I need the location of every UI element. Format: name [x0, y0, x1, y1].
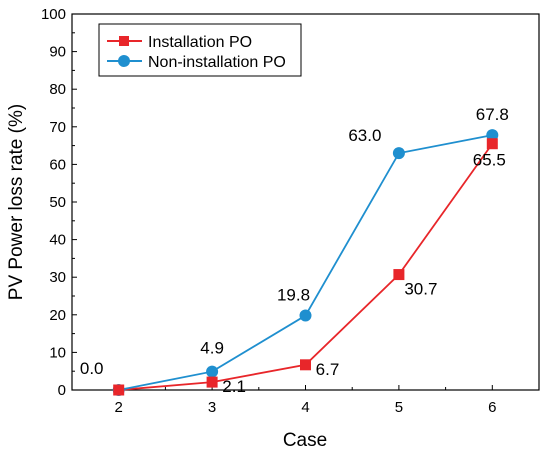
y-tick-label-70: 70	[49, 119, 66, 136]
x-tick-label-6: 6	[488, 399, 496, 416]
series-0-marker-4	[300, 359, 311, 371]
series-0-marker-5	[393, 269, 405, 281]
series-0-marker-6	[486, 138, 498, 150]
legend-marker-non-installation	[118, 55, 130, 67]
series-line-0	[118, 143, 494, 391]
y-tick-label-40: 40	[49, 232, 66, 249]
y-tick-label-20: 20	[49, 307, 66, 324]
y-tick-label-90: 90	[49, 44, 66, 61]
series-0-marker-2	[113, 384, 125, 396]
data-label-series-1-4: 19.8	[277, 286, 310, 305]
y-tick-label-0: 0	[58, 382, 66, 399]
x-tick-label-2: 2	[115, 399, 123, 416]
data-label-series-1-5: 63.0	[348, 126, 381, 145]
series-0-marker-3	[206, 376, 218, 388]
series-line-1	[118, 134, 493, 391]
y-tick-label-30: 30	[49, 269, 66, 286]
legend-label-non-installation: Non-installation PO	[148, 54, 286, 71]
legend: Installation PO Non-installation PO	[98, 23, 302, 77]
x-axis: 2 3 4 5 6	[115, 385, 496, 416]
legend-marker-installation	[119, 36, 129, 46]
y-tick-label-60: 60	[49, 156, 66, 173]
data-labels: 2.1 6.7 30.7 65.5 0.0 4.9 19.8 63.0 67.8	[80, 105, 509, 396]
y-tick-label-50: 50	[49, 194, 66, 211]
data-label-series-0-3: 2.1	[222, 377, 246, 396]
data-label-series-1-6: 67.8	[476, 105, 509, 124]
series-1-marker-4	[299, 309, 312, 322]
data-label-series-0-5: 30.7	[404, 280, 437, 299]
legend-box	[98, 23, 302, 77]
x-tick-label-3: 3	[208, 399, 216, 416]
data-label-series-0-6: 65.5	[473, 151, 506, 170]
x-axis-title: Case	[283, 430, 327, 451]
series-1-marker-6	[486, 129, 499, 142]
data-label-series-1-3: 4.9	[200, 339, 224, 358]
x-tick-label-4: 4	[301, 399, 309, 416]
data-label-series-1-2: 0.0	[80, 359, 104, 378]
series-layer	[112, 129, 499, 396]
y-axis: 0 10 20 30 40 50 60 70 80 90 100	[41, 6, 77, 399]
y-tick-label-10: 10	[49, 344, 66, 361]
x-tick-label-5: 5	[395, 399, 403, 416]
series-1-marker-3	[206, 365, 219, 378]
y-tick-label-80: 80	[49, 81, 66, 98]
legend-label-installation: Installation PO	[148, 34, 252, 51]
y-tick-label-100: 100	[41, 6, 66, 23]
data-label-series-0-4: 6.7	[316, 360, 340, 379]
series-1-marker-5	[392, 147, 405, 160]
y-axis-title: PV Power loss rate (%)	[6, 104, 27, 300]
